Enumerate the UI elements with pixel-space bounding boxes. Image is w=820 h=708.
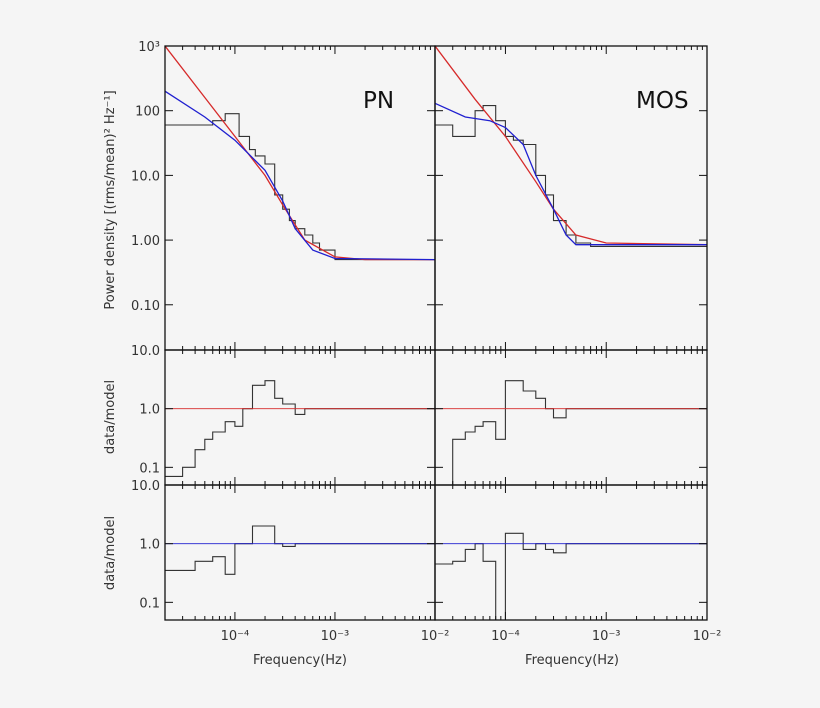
y-tick-label-pn-power-spectrum-1: 100 [135, 105, 160, 120]
panel-frame-pn-ratio-blue-model- [164, 484, 436, 621]
series-step-mos-ratio-red-model--0 [435, 380, 707, 485]
y-tick-label-pn-power-spectrum-2: 10.0 [131, 169, 160, 184]
x-tick-label-mos-ratio-blue-model--1: 10⁻³ [592, 629, 621, 644]
panel-frame-mos-ratio-red-model- [434, 349, 708, 486]
y-tick-label-pn-power-spectrum-4: 0.10 [131, 299, 160, 314]
panel-frame-mos-ratio-blue-model- [434, 484, 708, 621]
y-tick-label-pn-ratio-blue-model--2: 0.1 [139, 596, 160, 611]
series-model-mos-power-spectrum-1 [435, 46, 707, 246]
series-model-pn-power-spectrum-1 [165, 46, 435, 261]
y-tick-label-pn-ratio-red-model--2: 0.1 [139, 461, 160, 476]
x-tick-label-pn-ratio-blue-model--1: 10⁻³ [321, 629, 350, 644]
x-tick-label-mos-ratio-blue-model--2: 10⁻² [693, 629, 722, 644]
series-model-pn-power-spectrum-2 [165, 90, 435, 261]
y-tick-label-pn-ratio-blue-model--1: 1.0 [139, 538, 160, 553]
series-step-pn-ratio-red-model--0 [165, 380, 435, 477]
series-step-pn-power-spectrum-0 [165, 113, 435, 261]
mos-label: MOS [636, 88, 689, 114]
series-step-mos-power-spectrum-0 [435, 105, 707, 247]
y-tick-label-pn-ratio-red-model--1: 1.0 [139, 403, 160, 418]
series-step-pn-ratio-blue-model--0 [165, 525, 435, 575]
y-axis-label-ratio-1: data/model [103, 380, 118, 454]
x-tick-label-mos-ratio-blue-model--0: 10⁻⁴ [491, 629, 520, 644]
x-tick-label-pn-ratio-blue-model--0: 10⁻⁴ [221, 629, 250, 644]
pn-label: PN [363, 88, 394, 114]
series-model-mos-power-spectrum-2 [435, 102, 707, 246]
y-tick-label-pn-ratio-red-model--0: 10.0 [131, 344, 160, 359]
y-tick-label-pn-power-spectrum-3: 1.00 [131, 234, 160, 249]
x-axis-label-left: Frequency(Hz) [253, 653, 347, 668]
panel-frame-pn-power-spectrum [164, 45, 436, 351]
x-tick-label-pn-ratio-blue-model--2: 10⁻² [421, 629, 450, 644]
y-axis-label-ratio-2: data/model [103, 516, 118, 590]
y-tick-label-pn-power-spectrum-0: 10³ [138, 40, 160, 55]
y-axis-label-power: Power density [(rms/mean)² Hz⁻¹] [103, 90, 118, 309]
y-tick-label-pn-ratio-blue-model--0: 10.0 [131, 479, 160, 494]
series-step-mos-ratio-blue-model--0 [435, 532, 707, 620]
x-axis-label-right: Frequency(Hz) [525, 653, 619, 668]
panel-frame-pn-ratio-red-model- [164, 349, 436, 486]
